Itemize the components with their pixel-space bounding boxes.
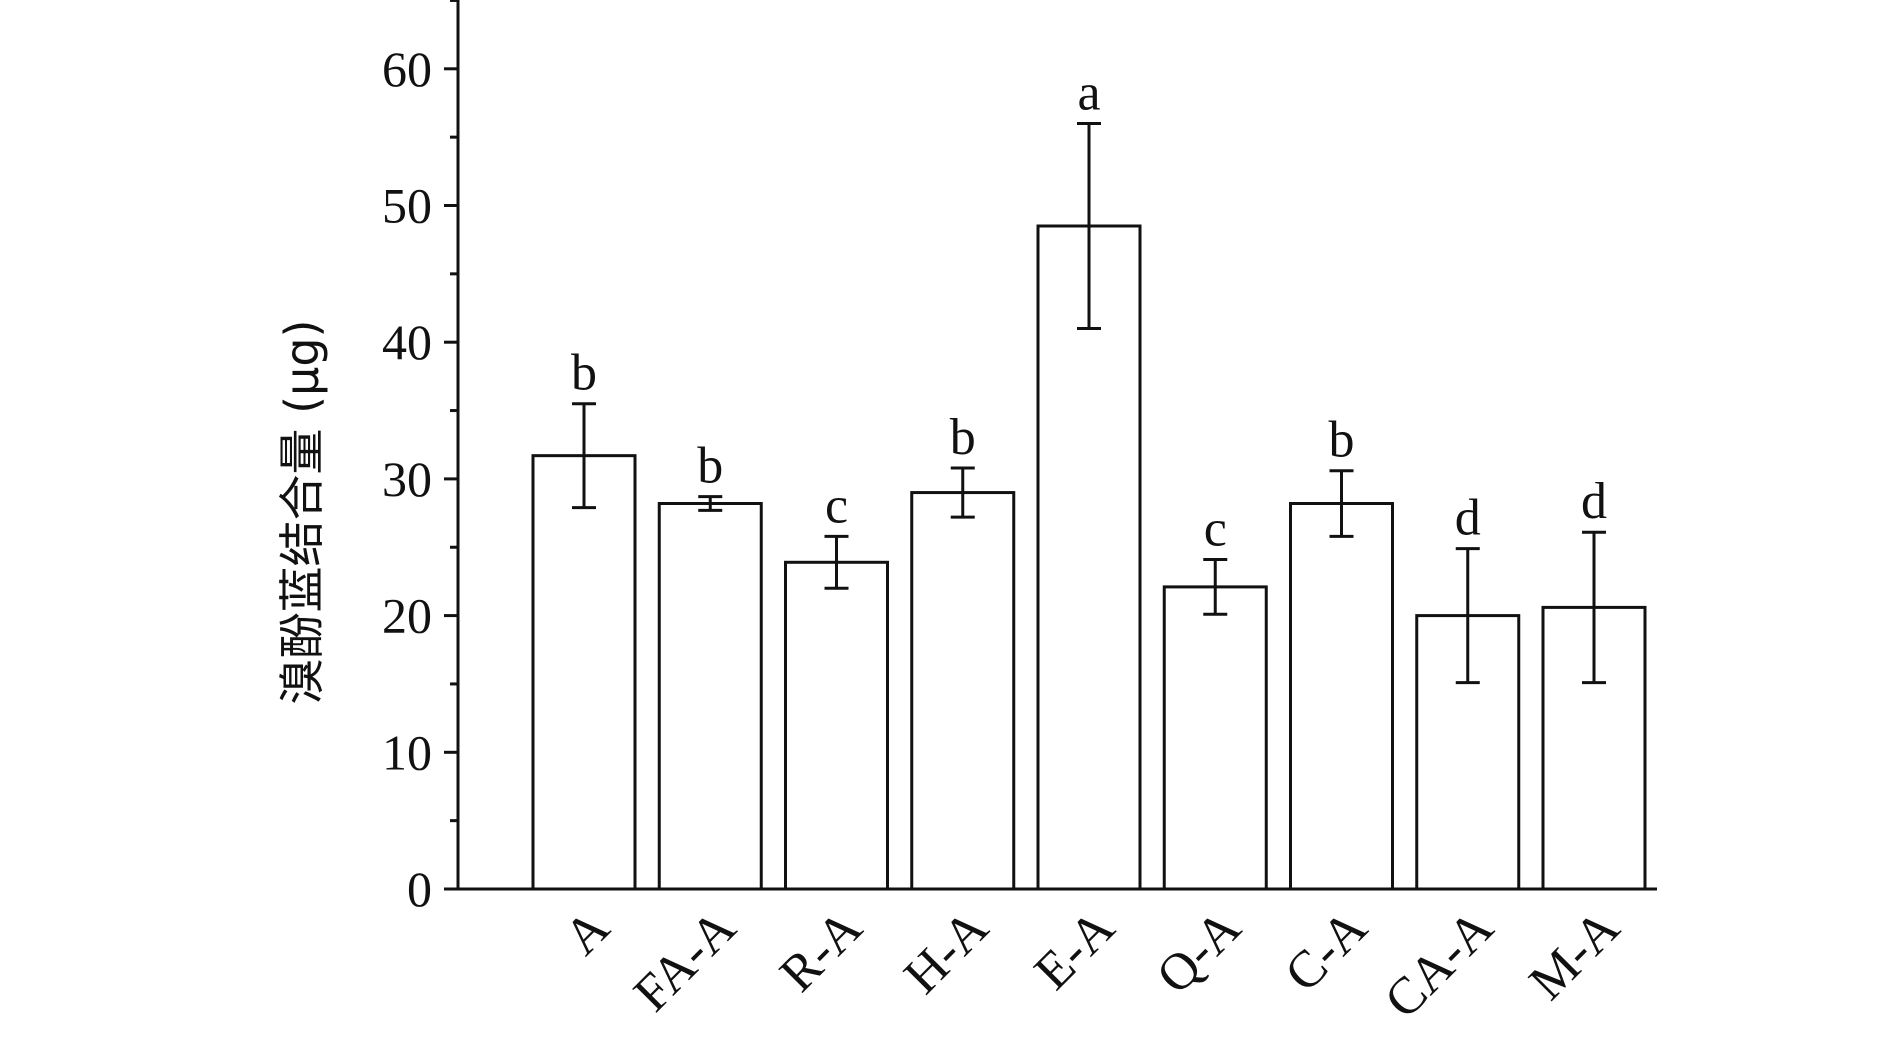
bar-FA-A: [657, 502, 763, 891]
error-bar-E-A: [1077, 121, 1101, 331]
error-bar-A: [572, 402, 596, 510]
significance-letter: b: [571, 345, 597, 402]
x-tick-label: M-A: [1519, 899, 1631, 1011]
x-tick-label: Q-A: [1146, 899, 1252, 1005]
error-bars: [572, 121, 1606, 685]
y-tick-label: 0: [407, 861, 432, 917]
significance-letter: c: [825, 477, 848, 534]
significance-letter: d: [1455, 490, 1481, 547]
x-tick-label: H-A: [894, 899, 1000, 1005]
error-bar-FA-A: [698, 495, 723, 512]
error-bar-CA-A: [1455, 547, 1480, 685]
bar-H-A: [910, 491, 1016, 891]
y-tick-label: 40: [382, 314, 432, 370]
bar-R-A: [784, 560, 889, 891]
bar-A: [531, 454, 637, 891]
significance-letter: b: [950, 409, 976, 466]
significance-letter: a: [1077, 64, 1100, 121]
significance-letter: b: [697, 438, 723, 495]
significance-letter: d: [1581, 473, 1607, 530]
error-bar-M-A: [1582, 530, 1606, 685]
x-tick-label: FA-A: [623, 899, 747, 1023]
y-tick-label: 10: [382, 724, 432, 780]
bars: [531, 224, 1647, 891]
x-tick-label: R-A: [769, 899, 873, 1003]
y-tick-label: 50: [382, 178, 432, 234]
x-tick-label: A: [554, 899, 621, 966]
significance-letters: b b c b a c b d d: [571, 64, 1607, 557]
x-tick-label: CA-A: [1374, 899, 1504, 1029]
y-tick-label: 60: [382, 41, 432, 97]
y-axis: 0 10 20 30 40 50 60: [382, 0, 460, 917]
significance-letter: c: [1204, 501, 1227, 558]
y-axis-title: 溴酚蓝结合量 (μg): [275, 320, 329, 705]
x-tick-label: E-A: [1024, 899, 1126, 1001]
bar-E-A: [1036, 224, 1142, 891]
x-tick-label: C-A: [1274, 899, 1378, 1003]
category-labels: A FA-A R-A H-A E-A Q-A C-ACA-A M-A: [554, 899, 1631, 1030]
significance-letter: b: [1329, 412, 1355, 469]
bar-C-A: [1289, 502, 1394, 891]
bar-Q-A: [1162, 585, 1268, 891]
error-bar-H-A: [950, 466, 975, 519]
y-tick-label: 20: [382, 588, 432, 644]
y-tick-label: 30: [382, 451, 432, 507]
error-bar-Q-A: [1203, 558, 1228, 616]
error-bar-C-A: [1329, 469, 1354, 538]
error-bar-R-A: [824, 534, 849, 590]
